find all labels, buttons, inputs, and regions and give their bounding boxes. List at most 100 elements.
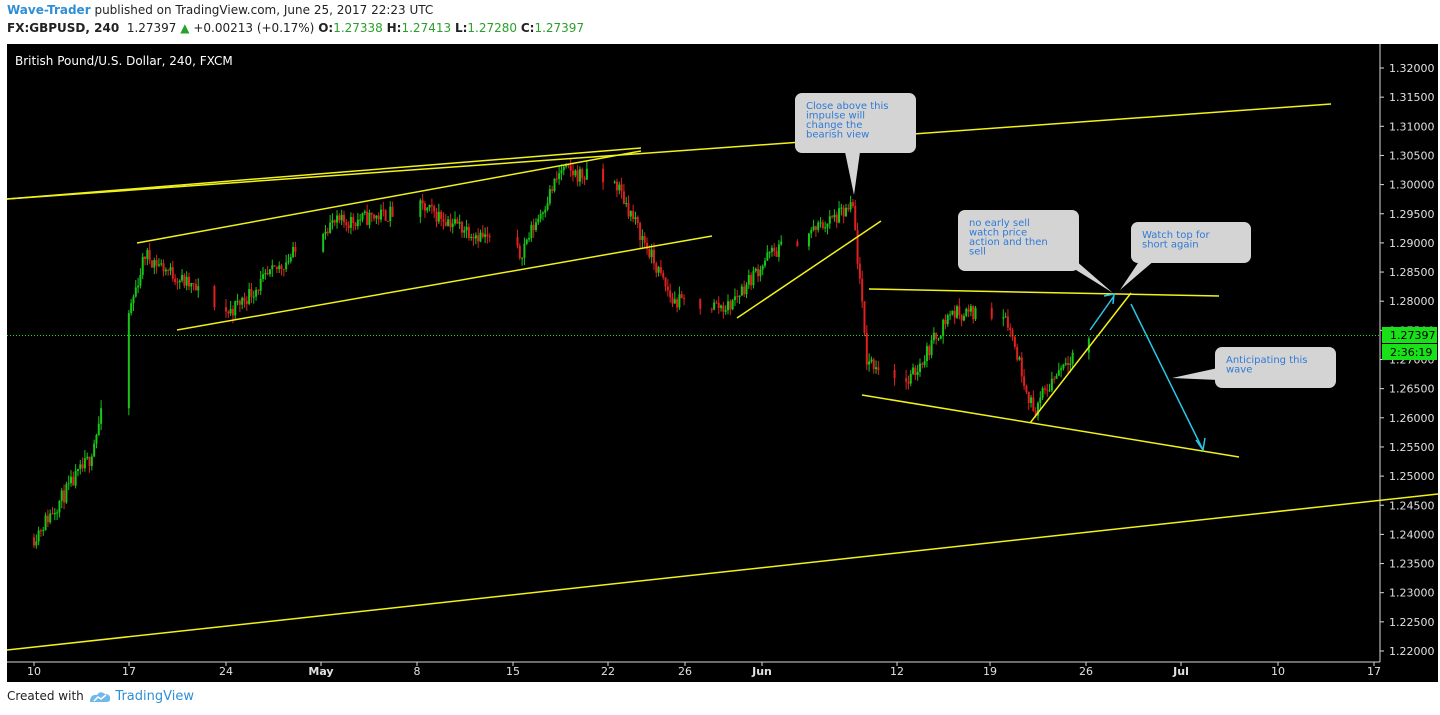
candle-body — [389, 206, 392, 222]
candle-body — [1027, 391, 1030, 404]
candle-body — [162, 263, 165, 272]
candle-body — [83, 458, 86, 469]
candle-body — [657, 267, 660, 273]
callout-text: impulse will — [806, 111, 865, 122]
trendline[interactable] — [736, 220, 882, 319]
author-link[interactable]: Wave-Trader — [7, 3, 91, 17]
plot-area[interactable] — [7, 44, 1380, 662]
candle-body — [796, 241, 799, 247]
candle-body — [676, 299, 679, 308]
countdown-text: 2:36:19 — [1390, 346, 1432, 359]
candle-body — [349, 217, 352, 228]
candle-body — [95, 435, 98, 444]
arrow-up-line[interactable] — [1089, 295, 1115, 331]
candle-body — [262, 274, 265, 279]
candle-body — [518, 245, 521, 259]
candle-body — [1046, 389, 1049, 391]
candle-body — [368, 212, 371, 225]
x-tick-label: 8 — [414, 665, 421, 678]
candle-body — [967, 308, 970, 312]
candle-body — [629, 210, 632, 217]
candle-body — [331, 220, 334, 223]
candle-body — [488, 236, 491, 238]
candle-body — [768, 251, 771, 253]
candle-body — [366, 211, 369, 225]
x-tick-label: 15 — [506, 665, 520, 678]
candle-body — [953, 310, 956, 318]
candle-body — [521, 257, 524, 259]
trendline[interactable] — [1029, 292, 1132, 424]
candle-body — [437, 211, 440, 222]
x-tick-labels: 10 17 24 May 8 15 22 26 Jun 12 19 26 Jul 10 17 — [27, 662, 1381, 678]
candle-body — [329, 222, 332, 233]
candle-body — [463, 230, 466, 233]
candle-body — [851, 202, 854, 206]
countdown-badge — [1382, 344, 1437, 360]
candle-body — [49, 513, 52, 523]
candle-body — [1004, 316, 1007, 318]
candle-body — [664, 277, 667, 287]
candle-body — [946, 315, 949, 325]
arrow-down-line[interactable] — [1130, 303, 1204, 451]
trendline[interactable] — [6, 103, 1332, 200]
candle-body — [643, 236, 646, 243]
x-tick-label: 10 — [1271, 665, 1285, 678]
candle-body — [336, 215, 339, 223]
candle-body — [178, 280, 181, 283]
candle-body — [958, 306, 961, 316]
candle-body — [562, 166, 565, 171]
trendline[interactable] — [6, 147, 642, 200]
trendline[interactable] — [861, 394, 1240, 458]
trendline[interactable] — [176, 235, 713, 331]
footer: Created with TradingView — [7, 689, 194, 704]
open-label: O: — [318, 21, 334, 35]
candle-body — [342, 214, 345, 223]
candle-body — [826, 223, 829, 228]
trendline[interactable] — [868, 288, 1220, 297]
y-tick-label: 1.24000 — [1389, 528, 1435, 541]
candle-body — [345, 222, 348, 226]
candle-body — [46, 515, 49, 523]
candle-body — [824, 227, 827, 229]
candle-body — [340, 214, 343, 221]
candle-body — [171, 267, 174, 279]
tradingview-brand-link[interactable]: TradingView — [115, 689, 194, 704]
time-axis[interactable] — [7, 662, 1438, 682]
candle-body — [176, 282, 179, 284]
candle-body — [673, 299, 676, 304]
candle-body — [731, 300, 734, 310]
candle-body — [854, 205, 857, 231]
candle-body — [944, 319, 947, 325]
candle-body — [861, 278, 864, 302]
candle-body — [1036, 402, 1039, 416]
candle-body — [67, 483, 70, 485]
callout-text: Watch top for — [1142, 230, 1211, 241]
candle-body — [875, 367, 878, 370]
candle-body — [912, 367, 915, 374]
trendline[interactable] — [136, 150, 642, 244]
candle-body — [1071, 352, 1074, 364]
candle-body — [248, 289, 251, 304]
callout-text: no early sell — [969, 218, 1030, 229]
candle-body — [858, 263, 861, 279]
y-tick-label: 1.28500 — [1389, 266, 1435, 279]
candle-body — [727, 301, 729, 311]
candle-body — [380, 209, 382, 220]
candle-body — [257, 289, 260, 291]
candle-body — [440, 211, 443, 219]
arrowhead-icon — [1103, 293, 1115, 305]
candle-body — [773, 247, 776, 252]
candle-body — [155, 260, 158, 266]
candle-body — [264, 272, 267, 275]
high-label: H: — [386, 21, 402, 35]
trendline[interactable] — [6, 493, 1439, 651]
candle-body — [699, 298, 702, 309]
candle-body — [965, 308, 968, 316]
candle-body — [636, 217, 639, 224]
candle-body — [1011, 329, 1014, 337]
